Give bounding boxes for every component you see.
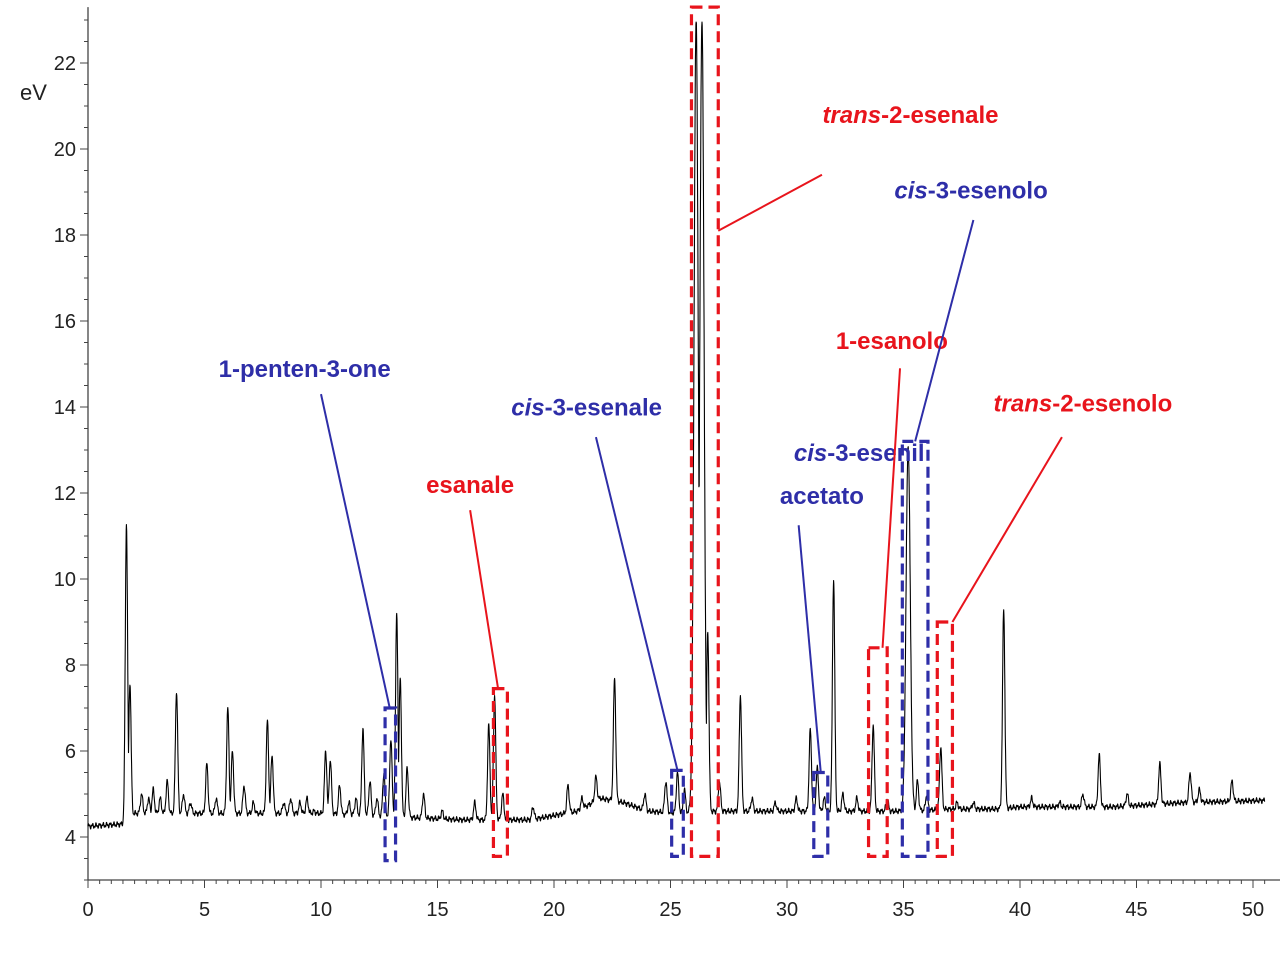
annotation-label: 1-esanolo: [836, 328, 948, 355]
annotation-label-part: cis: [894, 177, 927, 204]
annotation-leader-line: [914, 219, 975, 442]
peak-box: [383, 706, 398, 863]
annotation-label-part: cis: [794, 440, 827, 467]
annotation-label-part: acetato: [780, 483, 864, 510]
annotation-label: cis-3-esenil: [794, 440, 925, 467]
peak-box: [935, 620, 955, 858]
x-tick-label: 50: [1242, 899, 1264, 921]
annotation-leader-line: [881, 368, 902, 648]
annotation-label-part: 1-esanolo: [836, 328, 948, 355]
x-axis: 0 5 10 15 20 25 30 35 40 45 50: [82, 879, 1280, 921]
y-tick-label: 18: [54, 225, 76, 247]
annotation-label: trans-2-esenale: [822, 102, 998, 129]
annotation-label-part: cis: [511, 395, 544, 422]
x-tick-label: 0: [82, 899, 93, 921]
annotation-leader-line: [320, 393, 391, 709]
annotation-label: 1-penten-3-one: [219, 356, 391, 383]
annotation-label: trans-2-esenolo: [994, 390, 1173, 417]
annotation-label-part: trans: [822, 102, 881, 129]
peak-box: [900, 439, 930, 858]
y-axis-label: eV: [20, 80, 47, 105]
peak-box: [491, 687, 510, 858]
annotation-leader-line: [797, 525, 822, 773]
x-tick-label: 45: [1125, 899, 1147, 921]
y-tick-label: 16: [54, 311, 76, 333]
chromatogram-trace-line: [87, 21, 1266, 830]
annotation-label-part: -3-esenil: [827, 440, 924, 467]
x-tick-label: 35: [892, 899, 914, 921]
x-tick-label: 40: [1009, 899, 1031, 921]
x-tick-label: 25: [659, 899, 681, 921]
y-tick-label: 14: [54, 397, 76, 419]
y-tick-label: 6: [65, 741, 76, 763]
annotation-label-part: -2-esenolo: [1052, 390, 1172, 417]
y-tick-label: 10: [54, 569, 76, 591]
peak-box: [689, 5, 720, 858]
x-tick-label: 5: [199, 899, 210, 921]
annotation-label-part: -2-esenale: [881, 102, 998, 129]
chromatogram-trace-group: [87, 21, 1266, 830]
annotation-label-part: -3-esenolo: [928, 177, 1048, 204]
y-tick-label: 22: [54, 53, 76, 75]
x-tick-label: 15: [426, 899, 448, 921]
y-tick-label: 20: [54, 139, 76, 161]
annotation-leader-line: [951, 436, 1063, 623]
annotation-label-part: 1-penten-3-one: [219, 356, 391, 383]
x-tick-label: 20: [543, 899, 565, 921]
annotation-leader-line: [594, 436, 679, 771]
annotation-label-part: esanale: [426, 472, 514, 499]
annotation-label-part: -3-esenale: [545, 395, 662, 422]
y-tick-label: 8: [65, 655, 76, 677]
annotation-label: cis-3-esenolo: [894, 177, 1047, 204]
annotation-label: acetato: [780, 483, 864, 510]
annotation-label: esanale: [426, 472, 514, 499]
x-tick-label: 10: [310, 899, 332, 921]
annotation-label-part: trans: [994, 390, 1053, 417]
annotation-label: cis-3-esenale: [511, 395, 662, 422]
y-tick-label: 12: [54, 483, 76, 505]
peak-box: [866, 646, 889, 858]
x-tick-label: 30: [776, 899, 798, 921]
annotation-leader-line: [717, 173, 823, 232]
annotation-leader-line: [469, 510, 500, 689]
y-tick-label: 4: [65, 827, 76, 849]
annotation-group: 1-penten-3-oneesanalecis-3-esenaletrans-…: [219, 102, 1173, 773]
y-axis: 4 6 8 10 12 14 16 18 20 22: [54, 7, 89, 881]
